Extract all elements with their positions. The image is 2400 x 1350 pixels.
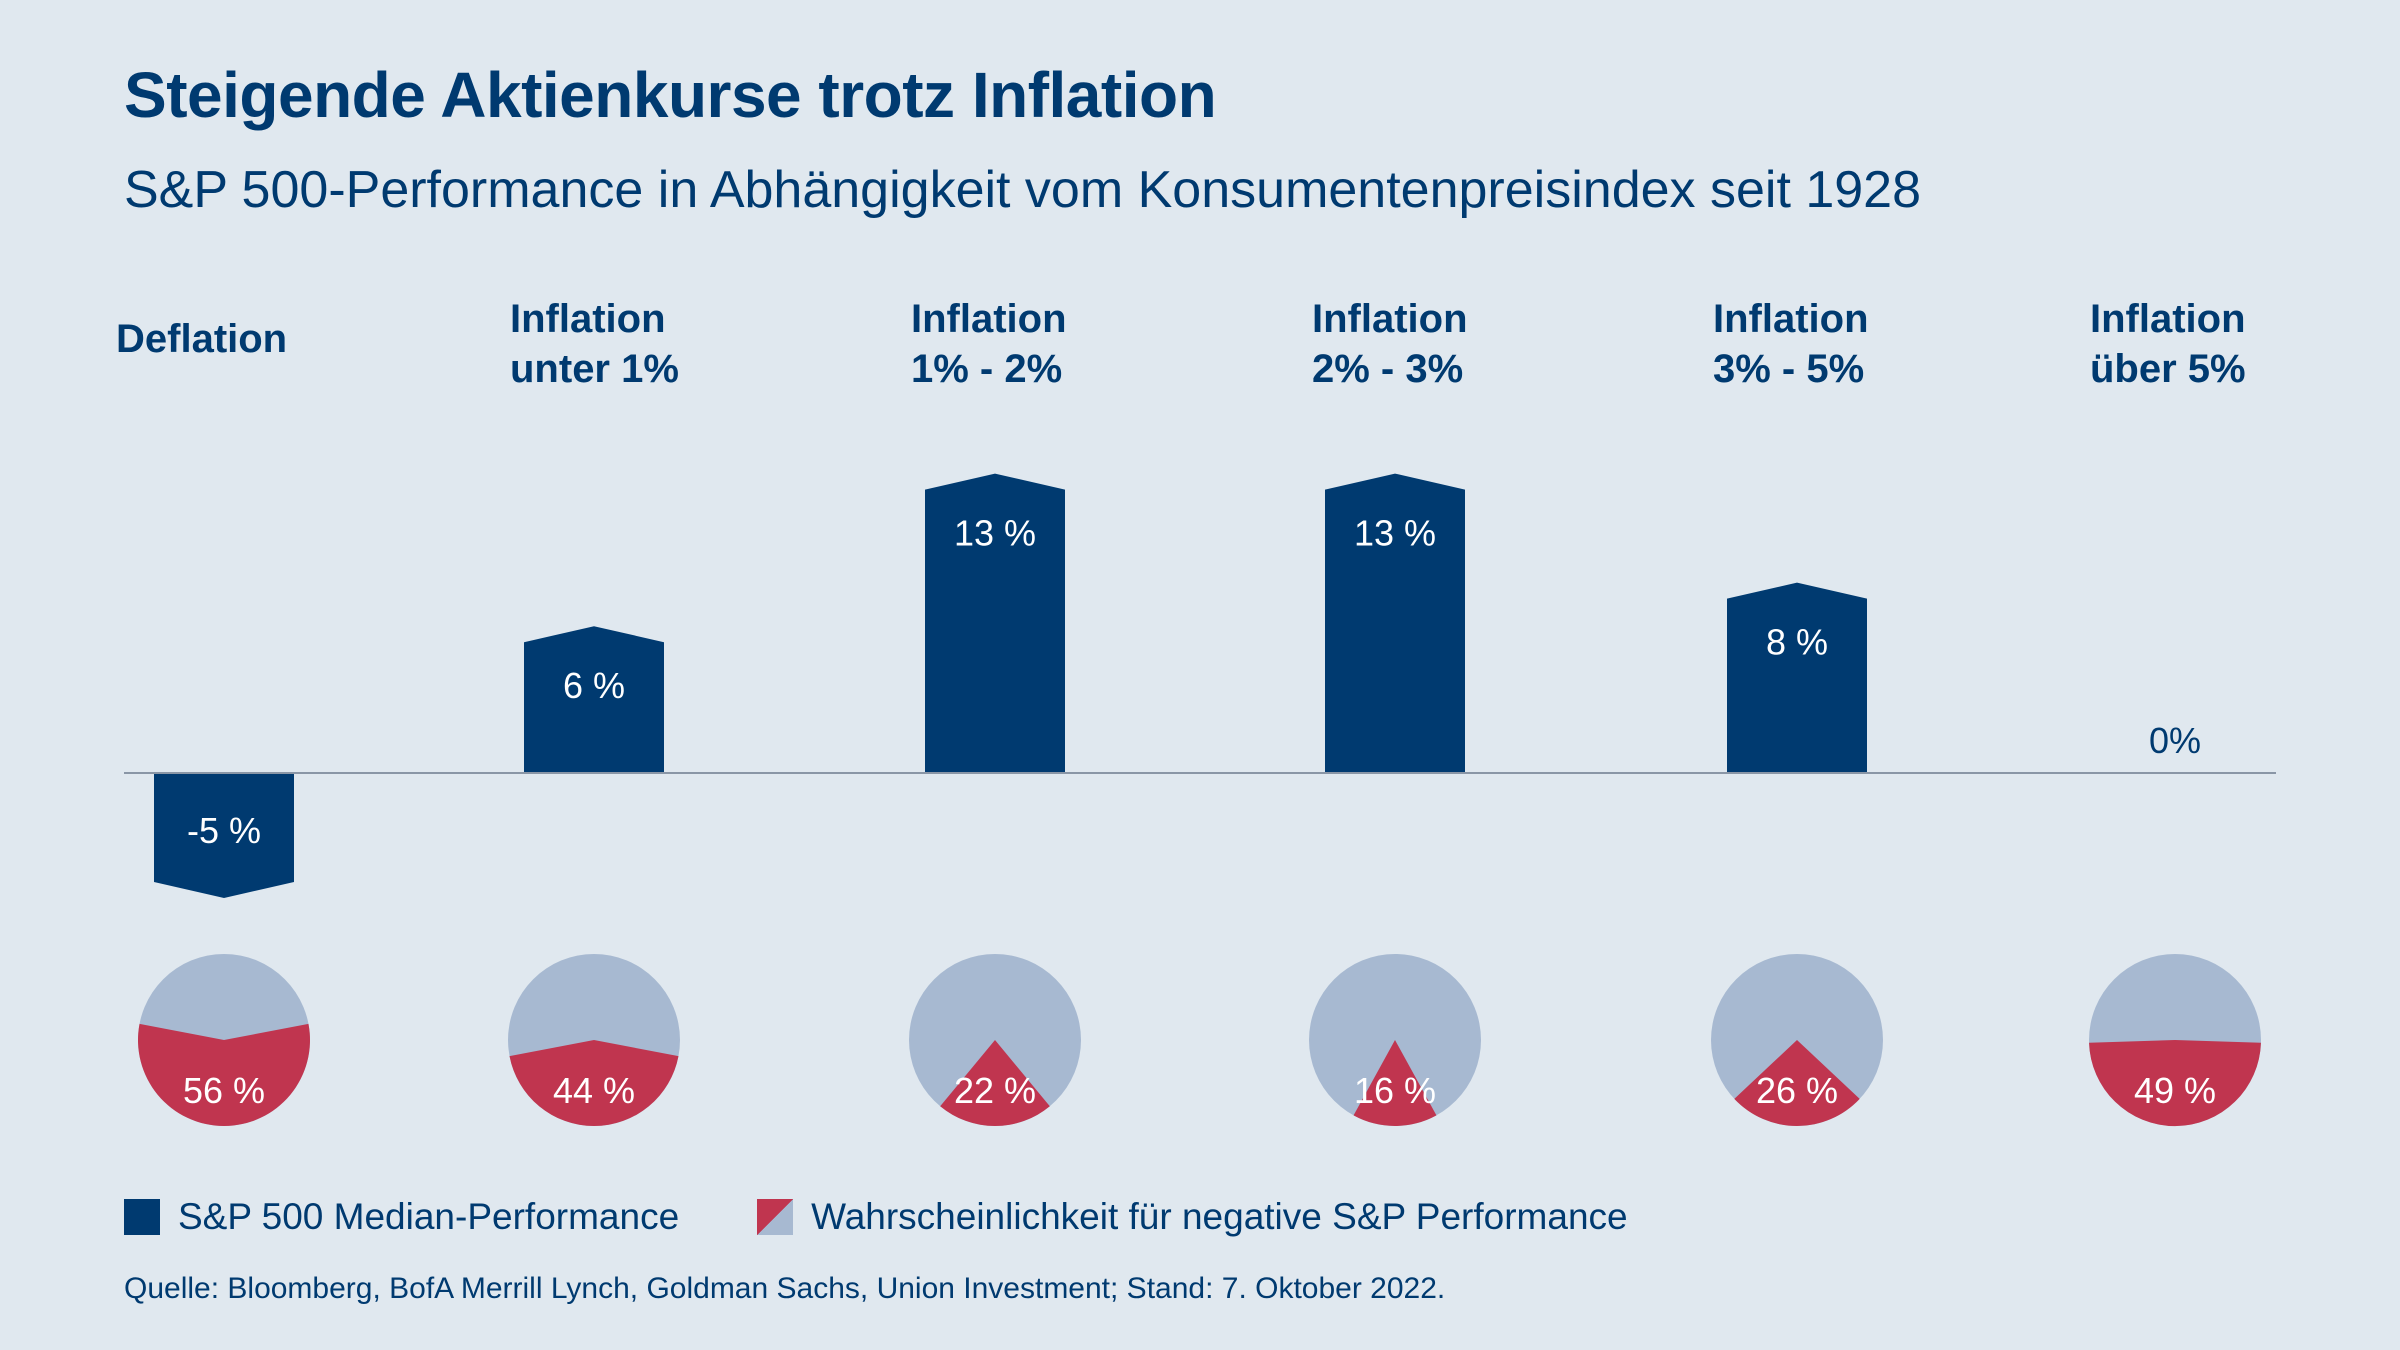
category-label: Inflation 2% - 3% [1312,297,1468,391]
pie-value-label: 56 % [183,1070,265,1111]
pie-value-label: 22 % [954,1070,1036,1111]
legend-label-bar: S&P 500 Median-Performance [178,1196,680,1237]
bar-value-label: 6 % [563,665,625,706]
pie-value-label: 44 % [553,1070,635,1111]
bar-value-labels: -5 % 6 % 13 % 13 % 8 % 0% [187,513,2201,851]
legend-label-pie: Wahrscheinlichkeit für negative S&P Perf… [811,1196,1628,1237]
legend-item-bar: S&P 500 Median-Performance [124,1196,679,1238]
pie-slice-negative [1734,1040,1860,1126]
category-label: Inflation unter 1% [510,297,679,391]
category-label: Inflation 1% - 2% [911,297,1067,391]
category-label-line: Inflation [2090,297,2246,341]
category-label-line: 1% - 2% [911,347,1062,391]
category-label-line: Inflation [510,297,666,341]
bar-value-label: 8 % [1766,622,1828,663]
category-label-line: 2% - 3% [1312,347,1463,391]
pie-slice-negative [138,1023,310,1126]
category-label-line: über 5% [2090,347,2246,391]
bar [524,626,664,773]
bar [925,473,1065,773]
bar [154,773,294,898]
source-note: Quelle: Bloomberg, BofA Merrill Lynch, G… [124,1272,1446,1305]
category-label-line: Inflation [1312,297,1468,341]
category-label-line: Deflation [116,317,287,361]
category-label: Inflation über 5% [2090,297,2246,391]
legend-swatch-pie [757,1199,794,1235]
bar-value-label: 13 % [1354,513,1436,554]
pie-value-label: 26 % [1756,1070,1838,1111]
legend-swatch-bar [124,1199,160,1235]
category-label-line: Inflation [1713,297,1869,341]
bar [1325,473,1465,773]
pie-slice-negative [1353,1040,1437,1126]
category-label: Inflation 3% - 5% [1713,297,1869,391]
category-label: Deflation [116,317,287,361]
bar-value-label: 0% [2149,720,2201,761]
chart-subtitle: S&P 500-Performance in Abhängigkeit vom … [124,161,1922,219]
bar-value-label: -5 % [187,810,261,851]
pie-slice-negative [2089,1040,2261,1127]
pie-value-label: 16 % [1354,1070,1436,1111]
bars [154,473,1867,898]
legend: S&P 500 Median-Performance Wahrscheinlic… [124,1196,1706,1238]
bar [1727,582,1867,773]
chart-title: Steigende Aktienkurse trotz Inflation [124,59,1217,131]
category-label-line: unter 1% [510,347,679,391]
category-labels: Deflation Inflation unter 1% Inflation 1% - … [116,297,2246,391]
pies: 56 % 44 % 22 % 16 % 26 % 49 % [138,954,2261,1127]
bar-value-label: 13 % [954,513,1036,554]
legend-item-pie: Wahrscheinlichkeit für negative S&P Perf… [757,1196,1628,1238]
pie-slice-negative [509,1040,679,1127]
category-label-line: 3% - 5% [1713,347,1864,391]
pie-slice-negative [940,1040,1050,1126]
pie-value-label: 49 % [2134,1070,2216,1111]
category-label-line: Inflation [911,297,1067,341]
